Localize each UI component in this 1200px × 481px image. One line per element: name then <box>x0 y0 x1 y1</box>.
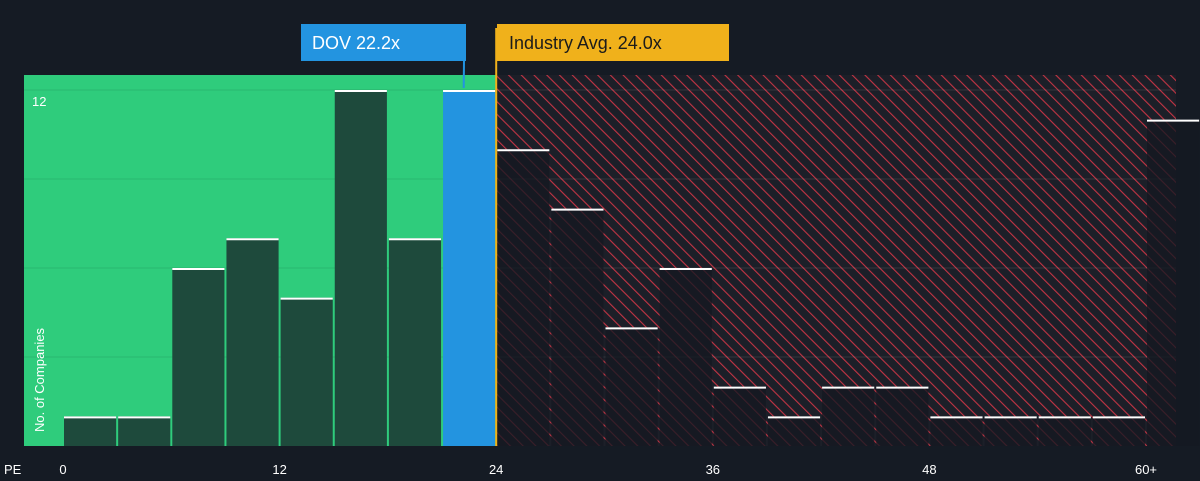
histogram-bar <box>64 416 116 446</box>
x-tick-label: 36 <box>706 462 720 476</box>
histogram-bar <box>876 387 928 446</box>
x-axis-title: PE <box>4 462 22 476</box>
histogram-bar <box>1147 120 1199 446</box>
histogram-bar <box>1039 416 1091 446</box>
y-axis-title: No. of Companies <box>32 327 47 432</box>
histogram-bar <box>281 298 333 446</box>
histogram-bar <box>985 416 1037 446</box>
x-tick-label: 48 <box>922 462 936 476</box>
histogram-bar <box>118 416 170 446</box>
x-tick-label: 0 <box>59 462 66 476</box>
y-tick-label: 12 <box>32 94 46 109</box>
histogram-bar <box>172 268 224 446</box>
histogram-bar <box>1093 416 1145 446</box>
histogram-bar <box>389 238 441 446</box>
histogram-bar <box>768 416 820 446</box>
company-bar <box>443 90 495 446</box>
histogram-bar <box>497 149 549 446</box>
histogram-bar <box>714 387 766 446</box>
company-pe-label: DOV 22.2x <box>312 33 400 53</box>
x-tick-label: 24 <box>489 462 503 476</box>
histogram-bar <box>226 238 278 446</box>
industry-avg-label: Industry Avg. 24.0x <box>509 33 662 53</box>
histogram-bar <box>930 416 982 446</box>
histogram-bar <box>606 327 658 446</box>
histogram-bar <box>335 90 387 446</box>
histogram-bar <box>660 268 712 446</box>
histogram-bar <box>822 387 874 446</box>
x-tick-label: 12 <box>272 462 286 476</box>
x-tick-label: 60+ <box>1135 462 1157 476</box>
histogram-bar <box>551 209 603 446</box>
